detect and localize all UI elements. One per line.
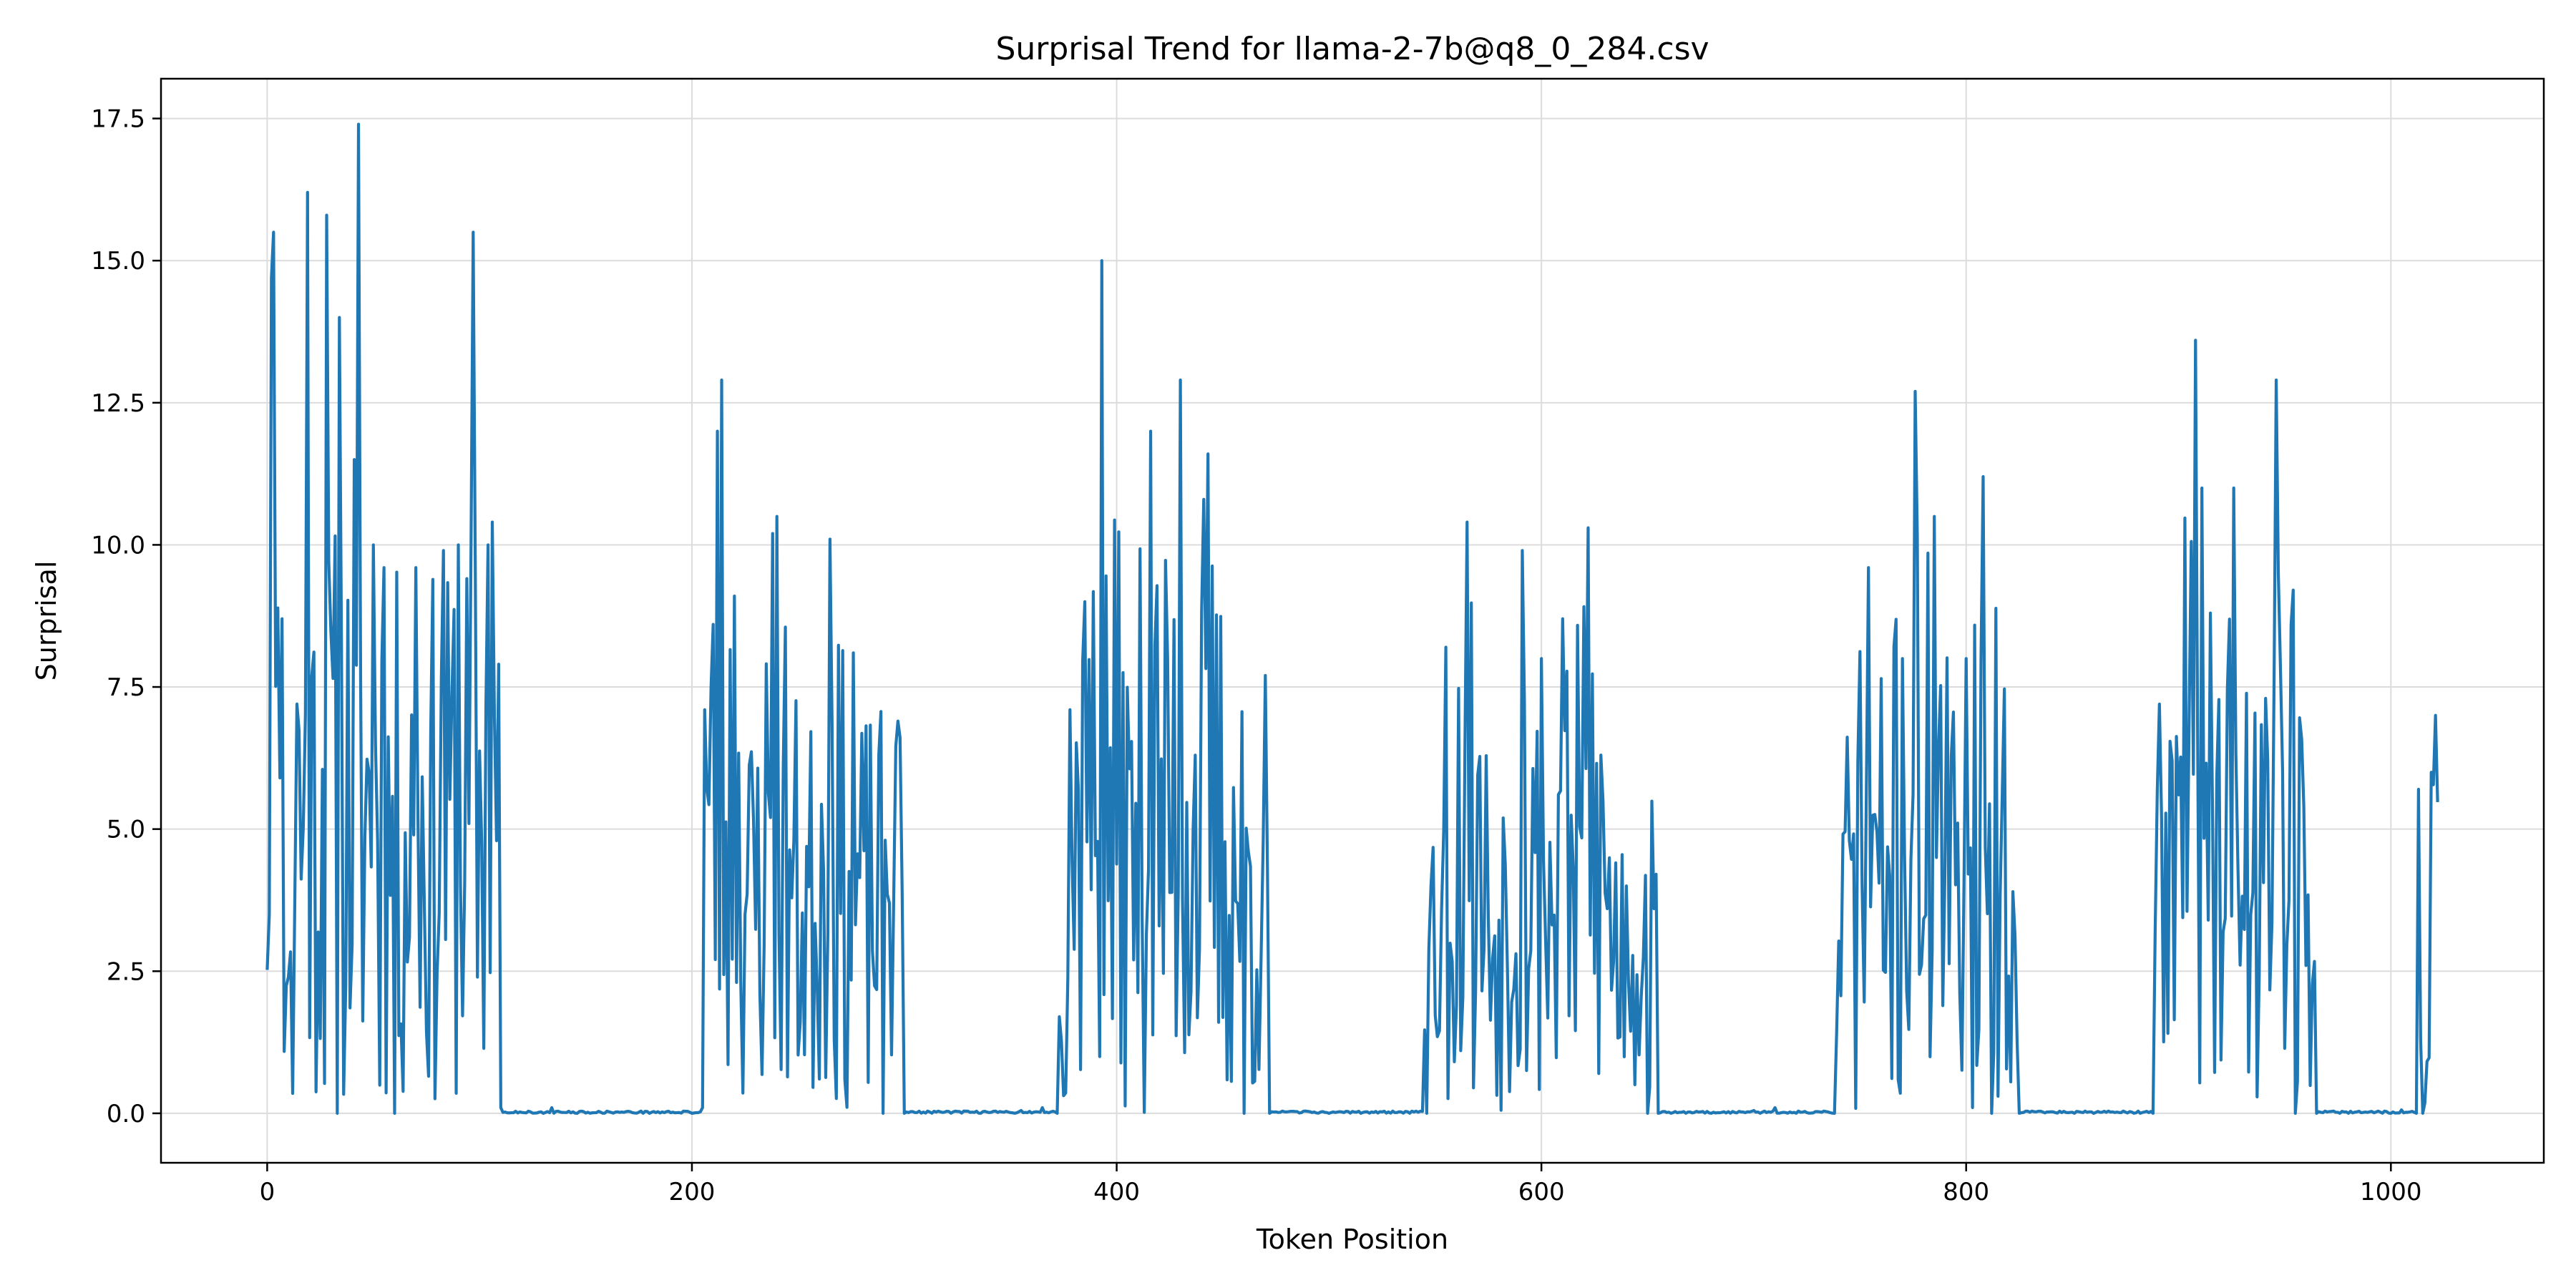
y-tick-label: 0.0 bbox=[107, 1100, 145, 1128]
series-layer bbox=[265, 122, 2439, 1115]
x-axis-ticks: 0 200 400 600 800 1000 bbox=[260, 1163, 2422, 1206]
x-tick-label: 1000 bbox=[2360, 1178, 2422, 1206]
y-tick-label: 12.5 bbox=[91, 389, 145, 418]
y-tick-label: 15.0 bbox=[91, 247, 145, 275]
chart-title: Surprisal Trend for llama-2-7b@q8_0_284.… bbox=[995, 31, 1709, 67]
grid bbox=[161, 79, 2544, 1163]
y-tick-label: 17.5 bbox=[91, 105, 145, 134]
x-tick-label: 600 bbox=[1518, 1178, 1565, 1206]
y-axis-label: Surprisal bbox=[31, 561, 62, 681]
x-tick-label: 800 bbox=[1943, 1178, 1989, 1206]
y-tick-label: 5.0 bbox=[107, 816, 145, 844]
x-tick-label: 0 bbox=[260, 1178, 275, 1206]
surprisal-line bbox=[265, 122, 2439, 1115]
x-tick-label: 400 bbox=[1093, 1178, 1140, 1206]
plot-frame bbox=[160, 77, 2545, 1164]
y-tick-label: 10.0 bbox=[91, 531, 145, 560]
y-axis-ticks: 0.0 2.5 5.0 7.5 10.0 12.5 15.0 17.5 bbox=[91, 105, 161, 1128]
y-tick-label: 2.5 bbox=[107, 957, 145, 986]
x-tick-label: 200 bbox=[669, 1178, 716, 1206]
x-axis-label: Token Position bbox=[1256, 1224, 1448, 1255]
y-tick-label: 7.5 bbox=[107, 673, 145, 702]
